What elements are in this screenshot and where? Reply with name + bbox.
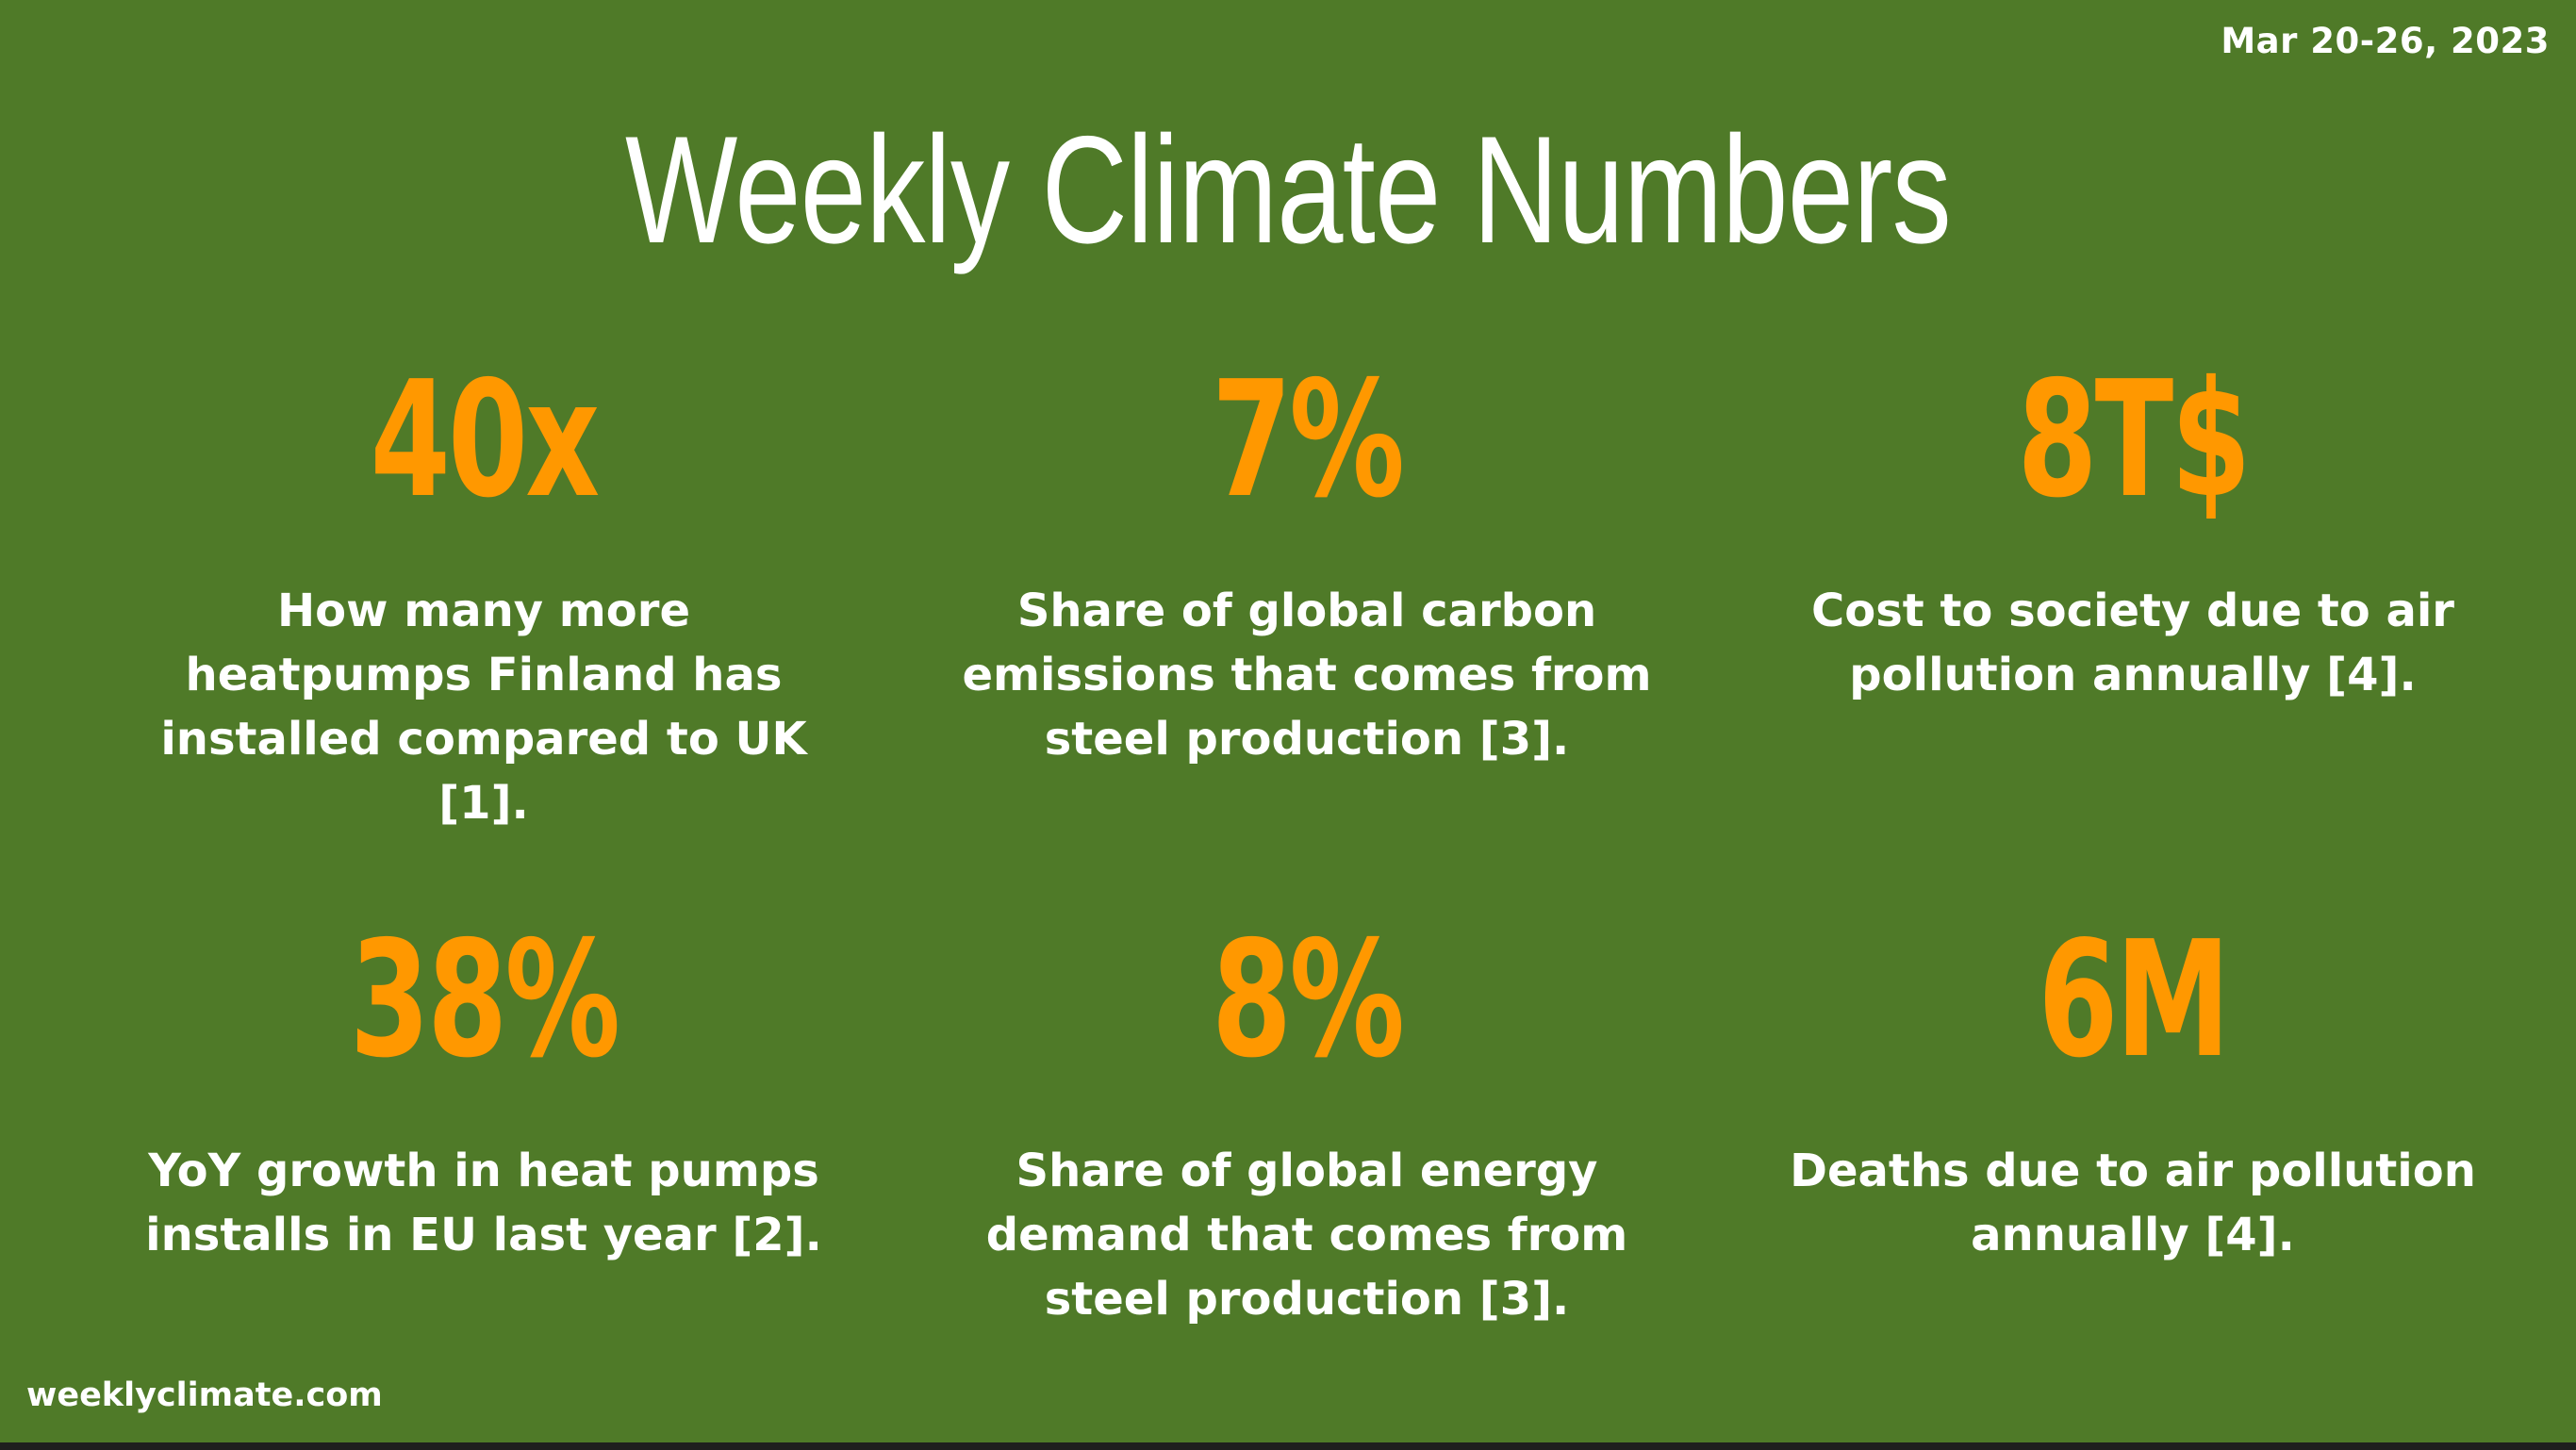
stat-description: YoY growth in heat pumps installs in EU … bbox=[145, 1145, 822, 1261]
stat-description: How many more heatpumps Finland has inst… bbox=[160, 585, 807, 830]
stat-card-air-pollution-deaths: 6M Deaths due to air pollution annually … bbox=[1727, 911, 2538, 1267]
stat-card-steel-emissions: 7% Share of global carbon emissions that… bbox=[901, 351, 1712, 771]
stat-card-heatpumps-finland: 40x How many more heatpumps Finland has … bbox=[78, 351, 889, 835]
date-range: Mar 20-26, 2023 bbox=[2221, 21, 2550, 61]
stat-description: Deaths due to air pollution annually [4]… bbox=[1790, 1145, 2476, 1261]
stat-description: Share of global energy demand that comes… bbox=[985, 1145, 1628, 1326]
page-title: Weekly Climate Numbers bbox=[625, 105, 1952, 275]
bottom-border bbox=[0, 1442, 2576, 1450]
stat-value: 7% bbox=[1211, 347, 1405, 534]
stat-description: Cost to society due to air pollution ann… bbox=[1811, 585, 2454, 701]
stat-description: Share of global carbon emissions that co… bbox=[962, 585, 1652, 766]
stat-value: 38% bbox=[349, 907, 620, 1094]
stat-value: 40x bbox=[370, 347, 601, 534]
site-url: weeklyclimate.com bbox=[26, 1376, 383, 1414]
stat-card-steel-energy: 8% Share of global energy demand that co… bbox=[901, 911, 1712, 1331]
stat-value: 6M bbox=[2038, 907, 2230, 1094]
stat-value: 8% bbox=[1211, 907, 1405, 1094]
stat-card-air-pollution-cost: 8T$ Cost to society due to air pollution… bbox=[1727, 351, 2538, 707]
stat-card-heatpump-growth: 38% YoY growth in heat pumps installs in… bbox=[78, 911, 889, 1267]
stat-value: 8T$ bbox=[2017, 347, 2251, 534]
